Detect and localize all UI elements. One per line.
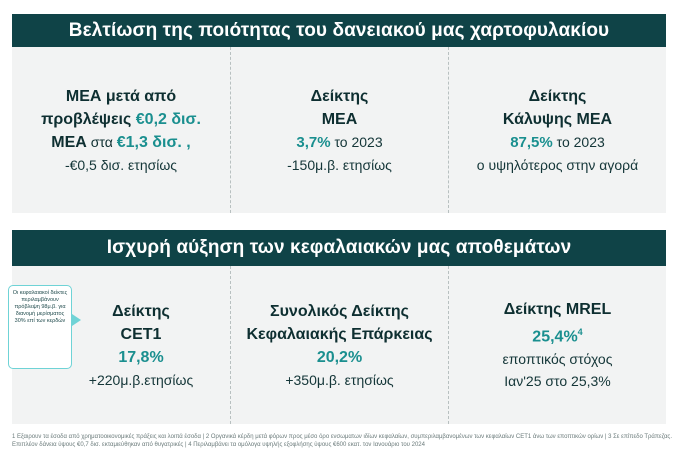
npe-ratio-label-line1: Δείκτης: [310, 87, 369, 105]
cet1-change: +220μ.β.ετησίως: [88, 371, 194, 388]
npe-ratio-card: Δείκτης ΜΕΑ 3,7% το 2023 -150μ.β. ετησίω…: [230, 47, 448, 213]
npe-ratio-value: 3,7%: [296, 133, 331, 151]
cet1-label-line2: CET1: [120, 325, 162, 343]
npe-coverage-year: το 2023: [552, 133, 605, 150]
tcr-label-line1: Συνολικός Δείκτης: [270, 302, 409, 320]
callout-arrow-icon: [72, 314, 81, 326]
cet1-value: 17,8%: [118, 348, 164, 366]
npe-label-line2: προβλέψεις €0,2 δισ.: [41, 108, 201, 131]
npe-coverage-value-line: 87,5% το 2023: [510, 131, 605, 154]
capital-panel: Δείκτης CET1 17,8% +220μ.β.ετησίως Συνολ…: [12, 266, 666, 424]
cet1-label-line1: Δείκτης: [112, 302, 170, 320]
npe-ratio-change: -150μ.β. ετησίως: [287, 156, 392, 173]
npe-coverage-value: 87,5%: [510, 133, 553, 151]
npe-ratio-year: το 2023: [330, 133, 383, 150]
loan-quality-panel: ΜΕΑ μετά από προβλέψεις €0,2 δισ. ΜΕΑ στ…: [12, 47, 666, 213]
npe-stock-connector: στα: [86, 133, 117, 150]
mrel-target-label: εποπτικός στόχος: [502, 351, 613, 368]
npe-stock-label: ΜΕΑ: [51, 133, 87, 151]
cet1-card: Δείκτης CET1 17,8% +220μ.β.ετησίως: [12, 266, 230, 424]
total-capital-ratio-card: Συνολικός Δείκτης Κεφαλαιακής Επάρκειας …: [230, 266, 448, 424]
npe-net-value: €0,2 δισ.: [135, 110, 201, 128]
tcr-value: 20,2%: [316, 348, 363, 366]
npe-coverage-label-line1: Δείκτης: [528, 87, 587, 105]
npe-ratio-value-line: 3,7% το 2023: [296, 131, 382, 154]
section-title-capital: Ισχυρή αύξηση των κεφαλαιακών μας αποθεμ…: [12, 230, 666, 266]
mrel-label: Δείκτης MREL: [503, 300, 612, 318]
npe-ratio-label-line2: ΜΕΑ: [321, 110, 358, 128]
npe-label-line1: ΜΕΑ μετά από: [65, 87, 177, 105]
footnotes: 1 Εξαιρουν τα έσοδα από χρηματοοικονομικ…: [12, 434, 672, 448]
npe-stock-value: €1,3 δισ. ,: [116, 133, 191, 151]
npe-yearly-change: -€0,5 δισ. ετησίως: [64, 156, 178, 173]
mrel-card: Δείκτης MREL 25,4%4 εποπτικός στόχος Ιαν…: [448, 266, 666, 424]
npe-coverage-label-line2: Κάλυψης ΜΕΑ: [502, 110, 613, 128]
capital-ratio-callout: Οι κεφαλαιακοί δείκτες περιλαμβάνουν πρό…: [8, 285, 72, 369]
section-title-loan-quality: Βελτίωση της ποιότητας του δανειακού μας…: [12, 14, 666, 47]
tcr-change: +350μ.β. ετησίως: [285, 371, 394, 388]
mrel-value-line: 25,4%4: [532, 321, 582, 348]
mrel-footnote-ref: 4: [577, 326, 583, 337]
tcr-label-line2: Κεφαλαιακής Επάρκειας: [246, 325, 433, 343]
npe-provisions-text: προβλέψεις: [41, 110, 136, 128]
npe-after-provisions-card: ΜΕΑ μετά από προβλέψεις €0,2 δισ. ΜΕΑ στ…: [12, 47, 230, 213]
mrel-value: 25,4%: [532, 328, 578, 346]
npe-stock-line: ΜΕΑ στα €1,3 δισ. ,: [51, 131, 190, 154]
mrel-target-value: Ιαν'25 στο 25,3%: [504, 373, 611, 390]
npe-coverage-note: ο υψηλότερος στην αγορά: [476, 156, 639, 173]
npe-coverage-card: Δείκτης Κάλυψης ΜΕΑ 87,5% το 2023 ο υψηλ…: [448, 47, 666, 213]
